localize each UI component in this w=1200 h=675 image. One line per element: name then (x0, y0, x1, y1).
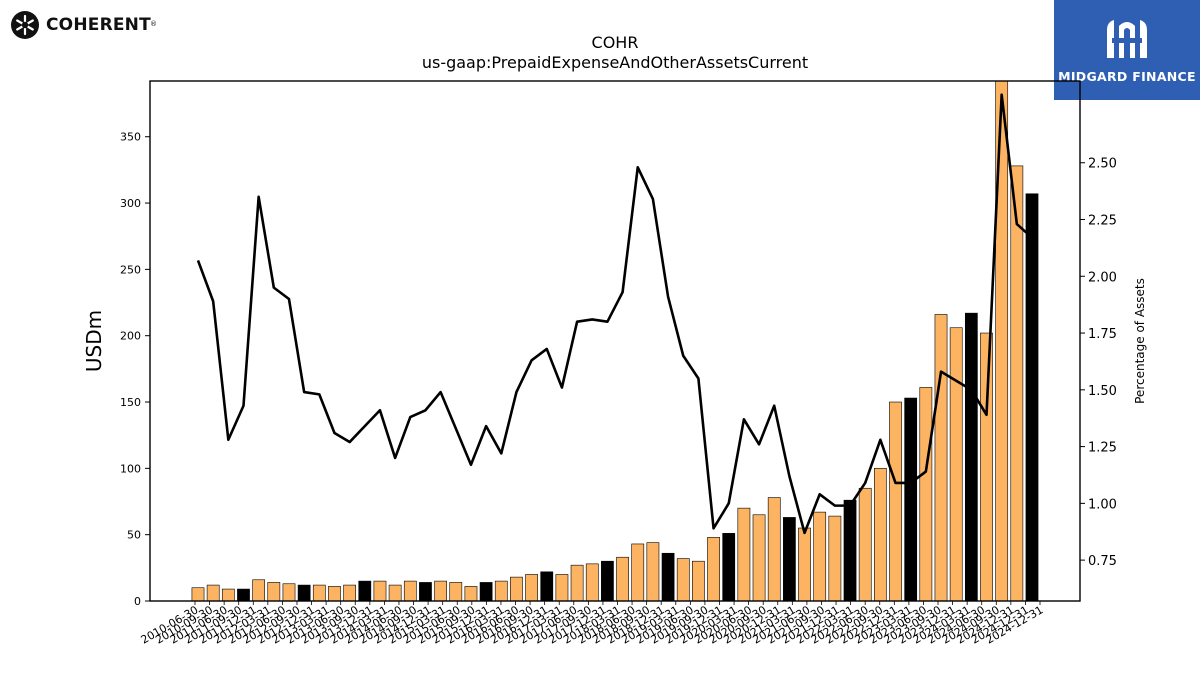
bar (388, 584, 402, 602)
chart-title: COHR (592, 33, 639, 52)
bar (403, 580, 417, 602)
bar (206, 584, 220, 602)
bar (297, 584, 311, 602)
bar (964, 312, 978, 602)
bar (601, 560, 614, 602)
bar (419, 582, 432, 602)
bar (752, 514, 766, 602)
percentage-line (196, 93, 1033, 535)
bar (828, 515, 842, 602)
y2-tick-label: 2.25 (1088, 214, 1117, 229)
bar (616, 556, 629, 602)
bar (661, 552, 675, 602)
coherent-logo: COHERENT ® (10, 8, 170, 42)
bar (221, 588, 235, 602)
bar (934, 314, 948, 602)
plot-frame (149, 80, 1081, 602)
y2-tick-label: 1.50 (1088, 384, 1117, 399)
y2-tick-label: 2.00 (1088, 270, 1117, 285)
bar (783, 517, 796, 602)
y-tick-label: 200 (120, 330, 141, 343)
bar (191, 587, 205, 602)
bar (707, 537, 720, 602)
bar (949, 327, 963, 602)
bar (692, 560, 705, 602)
midgard-logo-icon (1107, 20, 1147, 58)
bar (282, 583, 296, 602)
y2-tick-label: 1.25 (1088, 441, 1117, 456)
bar (343, 584, 357, 602)
y-axis-label: USDm (82, 310, 106, 372)
bar (737, 507, 751, 602)
bar (646, 542, 660, 602)
bar (813, 511, 827, 602)
bar (1010, 165, 1024, 602)
y-tick-label: 100 (120, 462, 141, 475)
bar (980, 332, 993, 602)
bar (676, 558, 690, 602)
y-tick-label: 250 (120, 263, 141, 276)
y2-axis-label: Percentage of Assets (1133, 278, 1147, 404)
bar (843, 499, 857, 602)
bar (585, 563, 599, 602)
bar (767, 497, 781, 602)
bar (494, 580, 508, 602)
bar (631, 543, 645, 602)
bar (267, 582, 281, 602)
bar (1025, 193, 1039, 602)
bar (328, 586, 341, 602)
y2-tick-label: 0.75 (1088, 554, 1117, 569)
coherent-logo-text: COHERENT (46, 15, 151, 35)
bar (555, 574, 569, 602)
bar (525, 574, 538, 602)
bar (540, 571, 554, 602)
bar (919, 387, 933, 602)
bar (373, 580, 387, 602)
bar (358, 580, 372, 602)
midgard-finance-logo: MIDGARD FINANCE (1054, 0, 1200, 100)
bar (252, 579, 266, 602)
y-tick-label: 0 (134, 595, 141, 608)
y2-tick-label: 1.00 (1088, 497, 1117, 512)
midgard-logo-text: MIDGARD FINANCE (1058, 69, 1196, 84)
bar (312, 584, 326, 602)
bar (464, 586, 478, 602)
y-tick-label: 50 (127, 529, 141, 542)
bar (479, 582, 493, 602)
registered-mark: ® (150, 20, 157, 28)
bar (449, 582, 463, 602)
y2-tick-label: 1.75 (1088, 327, 1117, 342)
bar (798, 527, 811, 602)
bar (237, 588, 250, 602)
y-tick-label: 150 (120, 396, 141, 409)
y-tick-label: 300 (120, 197, 141, 210)
bar (858, 487, 872, 602)
bar (510, 576, 523, 602)
chart-subtitle: us-gaap:PrepaidExpenseAndOtherAssetsCurr… (422, 53, 808, 72)
bar (570, 564, 584, 602)
y2-tick-label: 2.50 (1088, 157, 1117, 172)
bar (889, 401, 902, 602)
bar (722, 533, 736, 602)
y-tick-label: 350 (120, 131, 141, 144)
bar (434, 580, 447, 602)
coherent-logo-icon (11, 11, 39, 39)
bar (873, 468, 887, 602)
bar (904, 397, 918, 602)
